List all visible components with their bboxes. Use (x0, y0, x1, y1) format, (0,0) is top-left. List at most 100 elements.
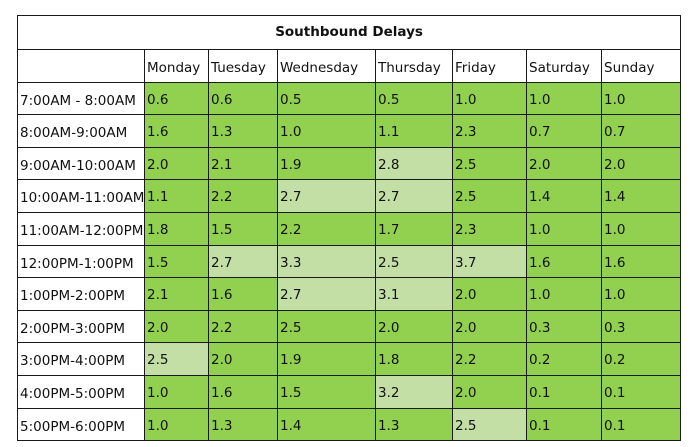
delay-cell: 2.0 (452, 374, 527, 409)
table-row: 8:00AM-9:00AM 1.6 1.3 1.0 1.1 2.3 0.7 0.7 (17, 114, 682, 148)
delay-cell: 1.4 (600, 179, 682, 213)
delay-cell: 0.7 (526, 114, 602, 148)
delay-cell: 2.0 (600, 146, 682, 181)
column-header-thursday: Thursday (375, 49, 453, 83)
delay-cell: 0.5 (375, 81, 453, 116)
table-row: 7:00AM - 8:00AM 0.6 0.6 0.5 0.5 1.0 1.0 1.0 (17, 81, 682, 116)
row-time-label: 11:00AM-12:00PM (17, 211, 145, 246)
delay-cell: 2.7 (277, 179, 376, 213)
table-row: 3:00PM-4:00PM 2.5 2.0 1.9 1.8 2.2 0.2 0.2 (17, 342, 682, 376)
delay-cell: 2.2 (208, 179, 278, 213)
delay-cell: 1.9 (277, 146, 376, 181)
row-time-label: 8:00AM-9:00AM (17, 114, 145, 148)
delay-cell: 1.0 (526, 81, 602, 116)
delay-cell: 2.7 (375, 179, 453, 213)
delay-cell: 1.8 (375, 342, 453, 376)
delay-cell: 0.7 (600, 114, 682, 148)
delay-cell: 1.9 (277, 342, 376, 376)
delay-cell: 2.0 (144, 146, 209, 181)
delay-cell: 1.6 (600, 244, 682, 279)
delay-cell: 2.0 (526, 146, 602, 181)
delay-cell: 1.5 (277, 374, 376, 409)
delay-cell: 1.5 (208, 211, 278, 246)
delay-cell: 0.1 (600, 407, 682, 442)
delay-cell: 2.2 (452, 342, 527, 376)
delay-cell: 2.0 (375, 309, 453, 344)
delay-cell: 1.6 (208, 374, 278, 409)
table-title: Southbound Delays (16, 15, 682, 50)
row-time-label: 5:00PM-6:00PM (17, 407, 145, 442)
delay-cell: 3.3 (277, 244, 376, 279)
delay-cell: 0.6 (144, 81, 209, 116)
delay-cell: 1.6 (526, 244, 602, 279)
delay-cell: 1.7 (375, 211, 453, 246)
table-row: 4:00PM-5:00PM 1.0 1.6 1.5 3.2 2.0 0.1 0.1 (17, 374, 682, 409)
delay-cell: 2.0 (144, 309, 209, 344)
delay-cell: 1.0 (277, 114, 376, 148)
delay-cell: 2.0 (208, 342, 278, 376)
delay-cell: 1.0 (600, 211, 682, 246)
column-header-saturday: Saturday (526, 49, 602, 83)
delay-cell: 2.2 (208, 309, 278, 344)
delay-cell: 2.8 (375, 146, 453, 181)
delay-cell: 3.7 (452, 244, 527, 279)
header-row: Monday Tuesday Wednesday Thursday Friday Satu… (17, 49, 682, 83)
delay-cell: 1.0 (144, 407, 209, 442)
delay-cell: 0.2 (526, 342, 602, 376)
table-row: 1:00PM-2:00PM 2.1 1.6 2.7 3.1 2.0 1.0 1.0 (17, 277, 682, 311)
delay-cell: 1.6 (144, 114, 209, 148)
delay-cell: 0.2 (600, 342, 682, 376)
delay-cell: 1.0 (600, 277, 682, 311)
corner-cell (17, 49, 145, 83)
delay-cell: 1.0 (144, 374, 209, 409)
delay-cell: 3.2 (375, 374, 453, 409)
table-row: 2:00PM-3:00PM 2.0 2.2 2.5 2.0 2.0 0.3 0.3 (17, 309, 682, 344)
delay-cell: 1.0 (526, 211, 602, 246)
delay-cell: 2.5 (277, 309, 376, 344)
row-time-label: 10:00AM-11:00AM (17, 179, 145, 213)
row-time-label: 2:00PM-3:00PM (17, 309, 145, 344)
delay-cell: 2.7 (277, 277, 376, 311)
delay-cell: 1.0 (600, 81, 682, 116)
column-header-wednesday: Wednesday (277, 49, 376, 83)
row-time-label: 7:00AM - 8:00AM (17, 81, 145, 116)
delay-cell: 2.5 (452, 407, 527, 442)
delay-cell: 0.3 (526, 309, 602, 344)
delay-cell: 1.6 (208, 277, 278, 311)
delay-cell: 2.3 (452, 114, 527, 148)
delay-cell: 2.2 (277, 211, 376, 246)
column-header-sunday: Sunday (600, 49, 682, 83)
row-time-label: 9:00AM-10:00AM (17, 146, 145, 181)
table-row: 5:00PM-6:00PM 1.0 1.3 1.4 1.3 2.5 0.1 0.1 (17, 407, 682, 442)
delay-cell: 1.0 (526, 277, 602, 311)
delay-cell: 1.3 (208, 114, 278, 148)
delay-cell: 2.5 (375, 244, 453, 279)
table-body: 7:00AM - 8:00AM 0.6 0.6 0.5 0.5 1.0 1.0 1.0 8:00… (17, 81, 682, 442)
row-time-label: 4:00PM-5:00PM (17, 374, 145, 409)
delay-cell: 0.6 (208, 81, 278, 116)
delay-cell: 2.1 (144, 277, 209, 311)
delay-cell: 2.3 (452, 211, 527, 246)
delay-cell: 2.7 (208, 244, 278, 279)
southbound-delays-table: Southbound Delays Monday Tuesday Wednesday… (16, 15, 682, 442)
delay-cell: 2.0 (452, 277, 527, 311)
delay-cell: 2.1 (208, 146, 278, 181)
delay-cell: 1.3 (208, 407, 278, 442)
delay-cell: 1.8 (144, 211, 209, 246)
delay-cell: 0.1 (600, 374, 682, 409)
delay-cell: 1.4 (526, 179, 602, 213)
delay-cell: 1.3 (375, 407, 453, 442)
delay-cell: 1.5 (144, 244, 209, 279)
row-time-label: 1:00PM-2:00PM (17, 277, 145, 311)
delay-cell: 1.1 (144, 179, 209, 213)
table-row: 11:00AM-12:00PM 1.8 1.5 2.2 1.7 2.3 1.0 1.0 (17, 211, 682, 246)
table-row: 10:00AM-11:00AM 1.1 2.2 2.7 2.7 2.5 1.4 1.4 (17, 179, 682, 213)
column-header-tuesday: Tuesday (208, 49, 278, 83)
table-row: 12:00PM-1:00PM 1.5 2.7 3.3 2.5 3.7 1.6 1.6 (17, 244, 682, 279)
delay-cell: 2.5 (144, 342, 209, 376)
delay-cell: 0.1 (526, 407, 602, 442)
delay-cell: 2.0 (452, 309, 527, 344)
delay-cell: 0.5 (277, 81, 376, 116)
delay-cell: 2.5 (452, 146, 527, 181)
table-row: 9:00AM-10:00AM 2.0 2.1 1.9 2.8 2.5 2.0 2.0 (17, 146, 682, 181)
